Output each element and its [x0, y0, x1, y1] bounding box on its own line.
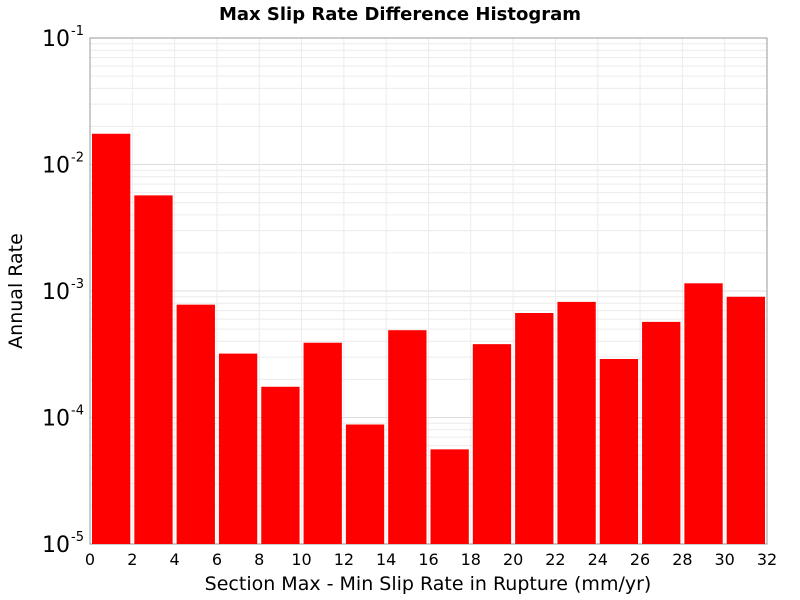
bar	[599, 359, 639, 544]
x-tick-label: 28	[672, 550, 692, 569]
x-tick-label: 24	[588, 550, 608, 569]
bar	[430, 449, 469, 544]
x-tick-label: 10	[291, 550, 311, 569]
y-tick-label: 10	[42, 154, 70, 179]
bar	[303, 342, 342, 544]
bar	[684, 283, 723, 544]
x-tick-label: 0	[85, 550, 95, 569]
bar	[642, 321, 681, 544]
bar	[92, 133, 131, 545]
bar	[218, 353, 258, 544]
chart-title: Max Slip Rate Difference Histogram	[219, 4, 581, 25]
x-tick-label: 16	[418, 550, 438, 569]
x-tick-label: 2	[127, 550, 137, 569]
y-tick-label: 10	[42, 407, 70, 432]
y-axis-ticks: 10-510-410-310-210-1	[42, 24, 84, 558]
x-tick-label: 20	[503, 550, 523, 569]
x-axis-ticks: 0 2 4 6 8 10 12 14 16 18 20 22 24 26 28 30 32	[85, 550, 777, 569]
x-tick-label: 22	[545, 550, 565, 569]
y-tick-label: 10	[42, 27, 70, 52]
x-tick-label: 6	[212, 550, 222, 569]
bar	[176, 304, 215, 544]
x-tick-label: 26	[630, 550, 650, 569]
bar	[472, 344, 512, 544]
plot-area	[89, 37, 768, 545]
bar	[726, 296, 765, 544]
x-tick-label: 18	[461, 550, 481, 569]
bar	[345, 424, 385, 544]
x-tick-label: 8	[254, 550, 264, 569]
bar	[515, 313, 554, 544]
x-axis-label: Section Max - Min Slip Rate in Rupture (…	[205, 573, 652, 595]
y-tick-exponent: -1	[71, 24, 84, 39]
x-tick-label: 4	[170, 550, 180, 569]
bar	[134, 195, 173, 544]
y-tick-exponent: -2	[71, 151, 84, 166]
y-tick-exponent: -5	[71, 530, 84, 545]
x-tick-label: 30	[715, 550, 735, 569]
y-tick-exponent: -4	[71, 404, 84, 419]
x-tick-label: 32	[757, 550, 777, 569]
bars	[92, 133, 765, 545]
y-tick-label: 10	[42, 533, 70, 558]
x-tick-label: 14	[376, 550, 396, 569]
x-tick-label: 12	[334, 550, 354, 569]
y-axis-label: Annual Rate	[5, 233, 27, 349]
y-tick-label: 10	[42, 280, 70, 305]
bar	[388, 330, 427, 544]
y-tick-exponent: -3	[71, 277, 84, 292]
bar	[557, 301, 596, 544]
bar	[261, 386, 300, 544]
